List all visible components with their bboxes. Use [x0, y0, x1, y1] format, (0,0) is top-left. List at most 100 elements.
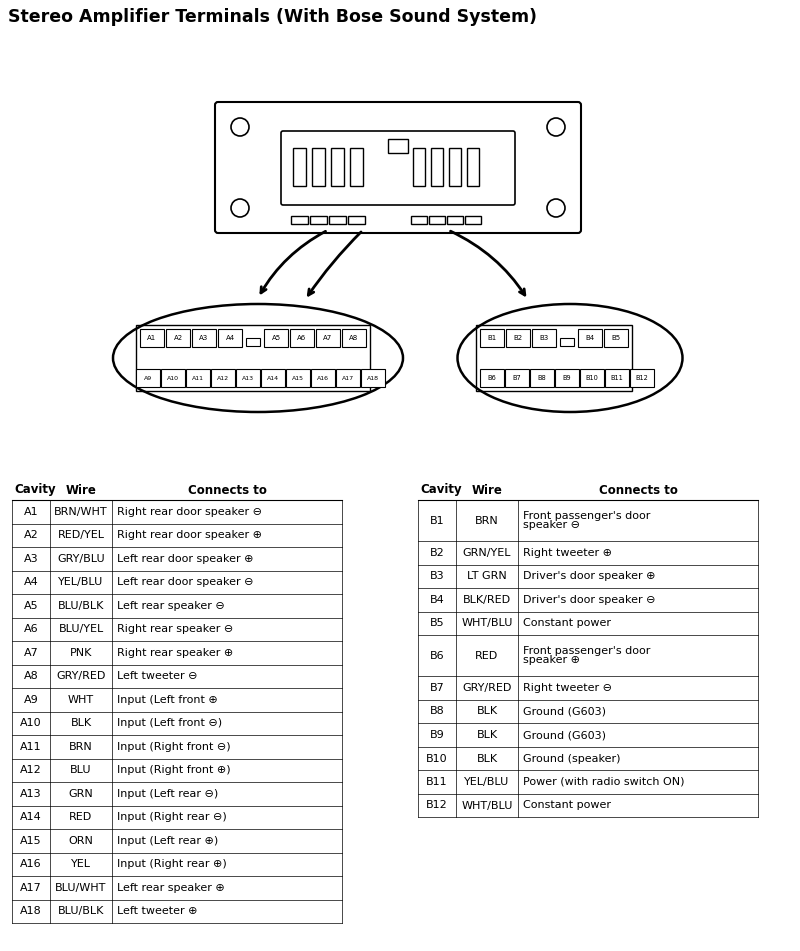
Text: Right rear door speaker ⊖: Right rear door speaker ⊖ — [117, 507, 262, 516]
Text: Right rear speaker ⊕: Right rear speaker ⊕ — [117, 648, 234, 658]
Bar — [604, 329, 628, 347]
Text: A4: A4 — [24, 577, 38, 588]
Text: A5: A5 — [271, 335, 281, 341]
Text: B12: B12 — [635, 375, 649, 381]
Text: Right rear speaker ⊖: Right rear speaker ⊖ — [117, 624, 234, 634]
Text: GRY/RED: GRY/RED — [462, 683, 512, 693]
Text: Left rear door speaker ⊕: Left rear door speaker ⊕ — [117, 553, 254, 564]
Text: BLU/YEL: BLU/YEL — [58, 624, 104, 634]
Text: WHT/BLU: WHT/BLU — [462, 801, 513, 810]
Text: RED/YEL: RED/YEL — [58, 531, 105, 540]
Text: A16: A16 — [317, 376, 329, 380]
FancyBboxPatch shape — [215, 102, 581, 233]
Text: BLU/WHT: BLU/WHT — [55, 883, 106, 893]
Bar — [166, 329, 190, 347]
Text: Connects to: Connects to — [598, 483, 678, 496]
Text: A10: A10 — [167, 376, 179, 380]
Text: Driver's door speaker ⊕: Driver's door speaker ⊕ — [523, 572, 655, 581]
Bar — [218, 329, 242, 347]
Text: A10: A10 — [20, 718, 42, 728]
Text: B10: B10 — [426, 753, 448, 764]
Circle shape — [231, 118, 249, 136]
Text: RED: RED — [475, 650, 498, 661]
Ellipse shape — [113, 304, 403, 412]
Bar — [411, 216, 427, 224]
FancyBboxPatch shape — [281, 131, 515, 205]
Bar — [291, 216, 308, 224]
Text: B4: B4 — [430, 595, 444, 605]
Text: GRY/BLU: GRY/BLU — [57, 553, 105, 564]
Text: BRN: BRN — [69, 742, 93, 751]
Text: A17: A17 — [20, 883, 42, 893]
Text: B1: B1 — [430, 515, 444, 526]
Bar — [311, 369, 335, 387]
Bar — [532, 329, 556, 347]
Bar — [136, 325, 370, 391]
Text: Input (Left rear ⊖): Input (Left rear ⊖) — [117, 788, 218, 799]
Text: A13: A13 — [242, 376, 254, 380]
Text: Connects to: Connects to — [187, 483, 266, 496]
Bar — [293, 148, 306, 186]
Bar — [476, 325, 632, 391]
Bar — [329, 216, 346, 224]
Text: A6: A6 — [298, 335, 306, 341]
Text: A14: A14 — [267, 376, 279, 380]
Text: Left rear door speaker ⊖: Left rear door speaker ⊖ — [117, 577, 254, 588]
Bar — [388, 139, 408, 153]
Text: B7: B7 — [430, 683, 444, 693]
Text: B9: B9 — [562, 375, 571, 381]
Text: B1: B1 — [487, 335, 497, 341]
Text: BLK: BLK — [70, 718, 91, 728]
Text: YEL: YEL — [71, 860, 91, 869]
Text: B3: B3 — [430, 572, 444, 581]
Bar — [630, 369, 654, 387]
Bar — [530, 369, 554, 387]
Bar — [290, 329, 314, 347]
Bar — [580, 369, 604, 387]
Text: A15: A15 — [292, 376, 304, 380]
Text: A13: A13 — [20, 788, 42, 799]
Text: A7: A7 — [24, 648, 38, 658]
Bar — [361, 369, 385, 387]
Text: B5: B5 — [430, 618, 444, 629]
Text: A12: A12 — [217, 376, 229, 380]
Bar — [506, 329, 530, 347]
Text: Front passenger's door: Front passenger's door — [523, 646, 650, 656]
Text: Input (Left front ⊖): Input (Left front ⊖) — [117, 718, 222, 728]
Text: Left rear speaker ⊖: Left rear speaker ⊖ — [117, 601, 225, 611]
Text: WHT: WHT — [68, 695, 94, 705]
Bar — [261, 369, 285, 387]
Circle shape — [231, 199, 249, 217]
Bar — [312, 148, 325, 186]
Text: BLK: BLK — [477, 707, 498, 716]
Bar — [467, 148, 479, 186]
Text: GRN: GRN — [69, 788, 94, 799]
Text: Stereo Amplifier Terminals (With Bose Sound System): Stereo Amplifier Terminals (With Bose So… — [8, 8, 537, 26]
Text: Right tweeter ⊖: Right tweeter ⊖ — [523, 683, 612, 693]
Bar — [505, 369, 529, 387]
Text: PNK: PNK — [70, 648, 92, 658]
Text: A3: A3 — [24, 553, 38, 564]
Text: A3: A3 — [199, 335, 209, 341]
Bar — [555, 369, 579, 387]
Text: GRY/RED: GRY/RED — [56, 671, 106, 681]
Bar — [264, 329, 288, 347]
Text: ORN: ORN — [69, 836, 94, 845]
Bar — [286, 369, 310, 387]
Text: Wire: Wire — [66, 483, 97, 496]
Ellipse shape — [458, 304, 682, 412]
Text: YEL/BLU: YEL/BLU — [464, 777, 510, 787]
Text: Ground (G603): Ground (G603) — [523, 707, 606, 716]
Text: B6: B6 — [488, 375, 496, 381]
Text: B12: B12 — [426, 801, 448, 810]
Text: A17: A17 — [342, 376, 354, 380]
Text: A2: A2 — [24, 531, 38, 540]
Text: LT GRN: LT GRN — [467, 572, 507, 581]
Text: A7: A7 — [323, 335, 333, 341]
Bar — [350, 148, 363, 186]
Bar — [342, 329, 366, 347]
Text: BLK: BLK — [477, 730, 498, 740]
Text: A14: A14 — [20, 812, 42, 823]
Bar — [605, 369, 629, 387]
Text: A2: A2 — [174, 335, 182, 341]
